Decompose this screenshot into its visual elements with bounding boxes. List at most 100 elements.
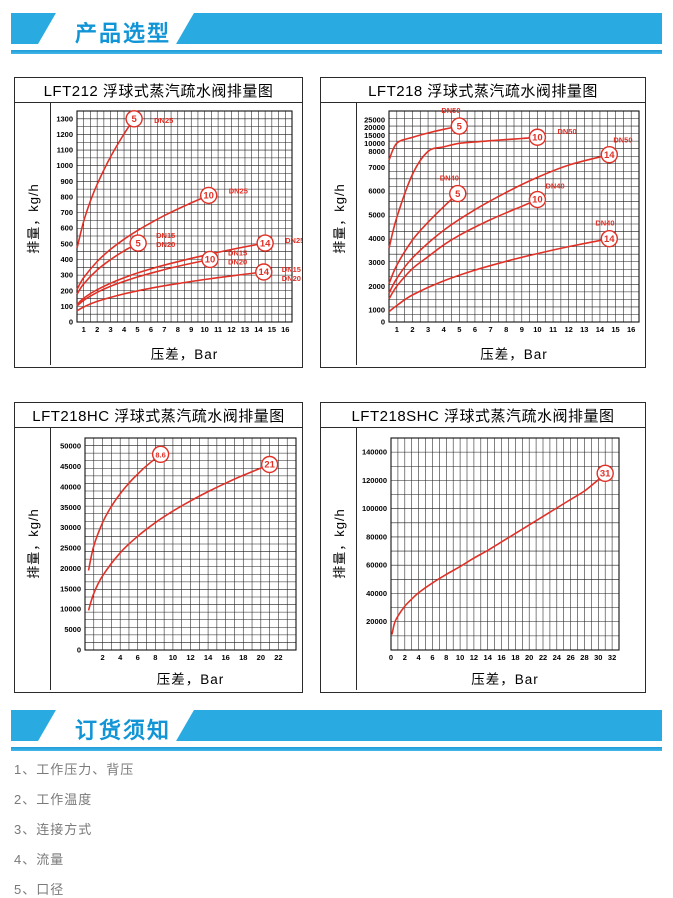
svg-text:14: 14	[484, 653, 493, 662]
svg-text:DN50: DN50	[613, 136, 632, 145]
chart-canvas-lft212: 0 100 200 300 400 500 600 700 800 900 1000 1100 1200…	[56, 110, 302, 362]
svg-text:14: 14	[596, 325, 605, 334]
y-axis-title-column: 排量，kg/h	[321, 103, 357, 365]
svg-text:800: 800	[60, 192, 73, 201]
y-axis-title: 排量，kg/h	[332, 507, 348, 579]
svg-text:6: 6	[136, 653, 140, 662]
svg-text:8: 8	[153, 653, 157, 662]
svg-text:4: 4	[118, 653, 123, 662]
svg-text:8: 8	[504, 325, 508, 334]
svg-text:8.6: 8.6	[155, 451, 165, 460]
svg-text:7: 7	[162, 325, 166, 334]
svg-text:30000: 30000	[60, 523, 81, 532]
svg-text:200: 200	[60, 286, 73, 295]
svg-text:10000: 10000	[364, 139, 385, 148]
svg-text:5: 5	[135, 325, 139, 334]
svg-text:22: 22	[274, 653, 282, 662]
svg-text:7000: 7000	[368, 163, 385, 172]
svg-text:DN25: DN25	[154, 116, 173, 125]
svg-text:12: 12	[470, 653, 478, 662]
svg-text:140000: 140000	[362, 448, 387, 457]
svg-text:20000: 20000	[60, 564, 81, 573]
y-axis-title-column: 排量，kg/h	[321, 428, 357, 690]
svg-text:5: 5	[131, 114, 137, 125]
svg-text:45000: 45000	[60, 462, 81, 471]
svg-text:10: 10	[169, 653, 177, 662]
svg-text:35000: 35000	[60, 503, 81, 512]
svg-text:16: 16	[221, 653, 229, 662]
svg-text:DN50: DN50	[557, 127, 576, 136]
order-note-item: 3、连接方式	[14, 822, 93, 837]
svg-text:25000: 25000	[364, 115, 385, 124]
svg-text:11: 11	[214, 325, 222, 334]
svg-text:10: 10	[456, 653, 464, 662]
svg-text:2: 2	[100, 653, 104, 662]
chart-box-lft218: LFT218 浮球式蒸汽疏水阀排量图 排量，kg/h 0 1000 2000 3000…	[320, 77, 646, 368]
svg-text:0: 0	[389, 653, 393, 662]
chart-title: LFT218HC 浮球式蒸汽疏水阀排量图	[15, 403, 302, 428]
order-notes-list: 1、工作压力、背压 2、工作温度 3、连接方式 4、流量 5、口径	[14, 763, 673, 896]
y-axis-title: 排量，kg/h	[332, 182, 348, 254]
banner-underline	[11, 50, 662, 54]
svg-text:5000: 5000	[368, 211, 385, 220]
svg-text:10000: 10000	[60, 605, 81, 614]
svg-text:DN20: DN20	[156, 240, 175, 249]
chart-title: LFT218SHC 浮球式蒸汽疏水阀排量图	[321, 403, 645, 428]
svg-text:32: 32	[608, 653, 616, 662]
section-title-product-selection: 产品选型	[75, 21, 172, 46]
chart-title: LFT218 浮球式蒸汽疏水阀排量图	[321, 78, 645, 103]
svg-text:6: 6	[473, 325, 477, 334]
svg-text:14: 14	[258, 267, 269, 278]
svg-text:0: 0	[69, 318, 73, 327]
svg-text:8: 8	[176, 325, 180, 334]
svg-text:DN15: DN15	[282, 265, 301, 274]
chart-title: LFT212 浮球式蒸汽疏水阀排量图	[15, 78, 302, 103]
svg-text:10: 10	[200, 325, 208, 334]
svg-text:2: 2	[95, 325, 99, 334]
svg-text:60000: 60000	[366, 561, 387, 570]
svg-text:3: 3	[426, 325, 430, 334]
svg-text:2000: 2000	[368, 282, 385, 291]
svg-text:14: 14	[604, 234, 615, 245]
chart-body: 排量，kg/h 0 1000 2000 3000 4000 5000 6000 7000 800…	[321, 103, 645, 365]
svg-text:5: 5	[457, 121, 463, 132]
svg-text:压差，Bar: 压差，Bar	[480, 347, 548, 362]
svg-text:8000: 8000	[368, 147, 385, 156]
chart-body: 排量，kg/h 0 5000 10000 15000 20000 25000 30000 35…	[15, 428, 302, 690]
svg-text:压差，Bar: 压差，Bar	[471, 672, 539, 687]
svg-text:5: 5	[455, 189, 461, 200]
svg-text:5: 5	[457, 325, 461, 334]
svg-text:1100: 1100	[57, 146, 73, 155]
order-note-item: 1、工作压力、背压	[14, 762, 135, 777]
svg-text:4000: 4000	[368, 234, 385, 243]
svg-text:11: 11	[549, 325, 557, 334]
svg-text:28: 28	[580, 653, 588, 662]
chart-box-lft218shc: LFT218SHC 浮球式蒸汽疏水阀排量图 排量，kg/h 20000 40000…	[320, 402, 646, 693]
svg-text:DN20: DN20	[282, 274, 301, 283]
svg-text:13: 13	[580, 325, 588, 334]
svg-text:DN40: DN40	[595, 219, 614, 228]
svg-text:DN15: DN15	[228, 248, 247, 257]
svg-text:7: 7	[488, 325, 492, 334]
svg-text:30: 30	[594, 653, 602, 662]
svg-text:300: 300	[60, 271, 73, 280]
svg-text:1300: 1300	[56, 114, 73, 123]
svg-text:22: 22	[539, 653, 547, 662]
svg-text:10: 10	[532, 132, 543, 143]
order-notes-banner: 订货须知	[11, 710, 662, 743]
svg-text:6: 6	[430, 653, 434, 662]
svg-text:1: 1	[395, 325, 399, 334]
svg-text:15000: 15000	[60, 584, 81, 593]
svg-text:700: 700	[60, 208, 73, 217]
svg-text:16: 16	[497, 653, 505, 662]
chart-canvas-lft218: 0100020003000400050006000700080001000015…	[364, 106, 640, 362]
svg-text:4: 4	[417, 653, 422, 662]
svg-text:6: 6	[149, 325, 153, 334]
svg-text:14: 14	[254, 325, 263, 334]
charts-grid: LFT212 浮球式蒸汽疏水阀排量图 排量，kg/h 0 100 200 300 400…	[14, 77, 673, 693]
chart-canvas-lft218shc: 20000 40000 60000 80000 100000 120000 140000 0 2…	[362, 437, 620, 687]
svg-text:16: 16	[627, 325, 635, 334]
svg-text:3: 3	[109, 325, 113, 334]
svg-text:25000: 25000	[60, 544, 81, 553]
svg-text:12: 12	[186, 653, 194, 662]
